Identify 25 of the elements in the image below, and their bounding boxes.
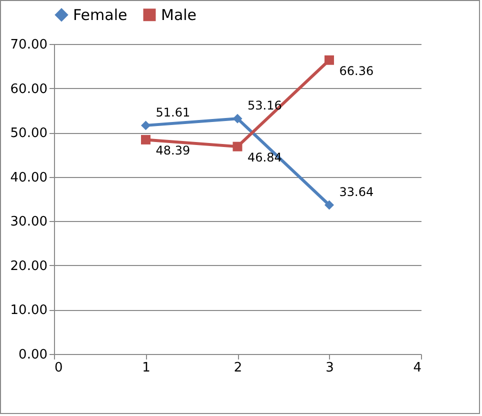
data-label: 51.61 — [156, 105, 190, 120]
point — [324, 55, 334, 65]
point — [324, 200, 334, 210]
point — [141, 120, 150, 130]
x-tick-label: 3 — [326, 360, 334, 376]
y-tick-label: 40.00 — [10, 170, 48, 186]
x-tick-label: 0 — [54, 360, 63, 376]
y-tick-label: 30.00 — [10, 214, 48, 230]
legend-label: Female — [73, 6, 128, 24]
y-tick-label: 10.00 — [10, 303, 48, 318]
y-tick-label: 70.00 — [10, 38, 48, 52]
x-tick-label: 4 — [413, 360, 422, 376]
data-label: 66.36 — [339, 64, 374, 78]
data-label: 33.64 — [339, 185, 374, 200]
y-tick-label: 0.00 — [18, 348, 48, 362]
point — [232, 142, 242, 152]
y-tick-label: 50.00 — [10, 126, 48, 142]
y-tick-label: 20.00 — [10, 258, 48, 274]
data-label: 48.39 — [156, 144, 190, 158]
y-tick-label: 60.00 — [10, 82, 48, 97]
x-tick-label: 2 — [234, 360, 242, 376]
x-tick-label: 1 — [142, 360, 150, 376]
legend-label: Male — [161, 6, 197, 24]
point — [232, 114, 242, 124]
point — [141, 134, 150, 144]
